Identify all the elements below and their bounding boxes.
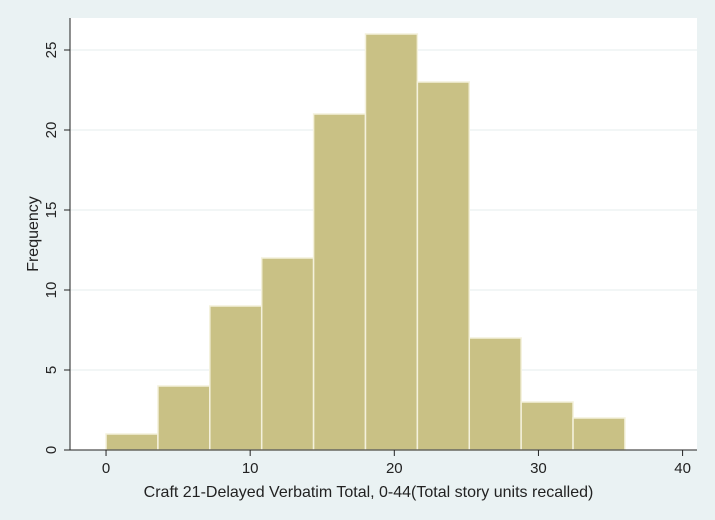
x-tick-label-30: 30 [530,460,547,477]
histogram-bar-6 [364,33,419,451]
bars [105,33,626,451]
x-tick-label-10: 10 [242,460,259,477]
y-tick-label-15: 15 [43,202,60,219]
histogram-bar-10 [572,417,626,451]
y-tick-label-20: 20 [43,122,60,139]
histogram-bar-5 [312,113,367,451]
axes: 0 5 10 15 20 25 0 10 20 30 40 [43,18,697,477]
histogram-bar-2 [157,385,211,451]
x-tick-label-40: 40 [674,460,691,477]
y-tick-label-0: 0 [43,446,60,454]
x-axis-title: Craft 21-Delayed Verbatim Total, 0-44(To… [144,484,594,501]
histogram-bar-1 [105,433,159,451]
histogram-bar-9 [520,401,574,451]
histogram-bar-8 [468,337,522,451]
y-tick-label-25: 25 [43,42,60,59]
histogram-bar-3 [209,305,263,451]
y-tick-label-10: 10 [43,282,60,299]
histogram-bar-4 [260,257,315,451]
y-axis-title: Frequency [25,196,42,272]
x-tick-label-0: 0 [102,460,110,477]
histogram-bar-7 [416,81,471,451]
x-tick-label-20: 20 [386,460,403,477]
y-tick-label-5: 5 [43,366,60,374]
